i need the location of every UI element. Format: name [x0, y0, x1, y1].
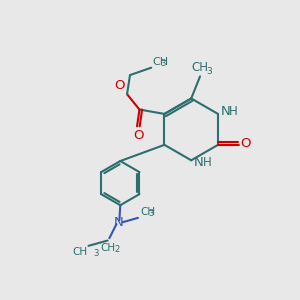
Text: N: N — [221, 105, 231, 119]
Text: H: H — [229, 105, 238, 119]
Text: H: H — [202, 156, 211, 169]
Text: 3: 3 — [93, 249, 99, 258]
Text: CH: CH — [141, 207, 156, 217]
Text: N: N — [114, 216, 124, 229]
Text: 3: 3 — [206, 67, 212, 76]
Text: 3: 3 — [148, 209, 153, 218]
Text: 2: 2 — [114, 245, 119, 254]
Text: O: O — [133, 129, 143, 142]
Text: O: O — [115, 79, 125, 92]
Text: CH: CH — [72, 247, 87, 257]
Text: N: N — [194, 156, 204, 169]
Text: CH: CH — [192, 61, 208, 74]
Text: 3: 3 — [160, 59, 166, 68]
Text: O: O — [240, 137, 250, 150]
Text: CH: CH — [152, 56, 169, 67]
Text: CH: CH — [100, 243, 115, 253]
